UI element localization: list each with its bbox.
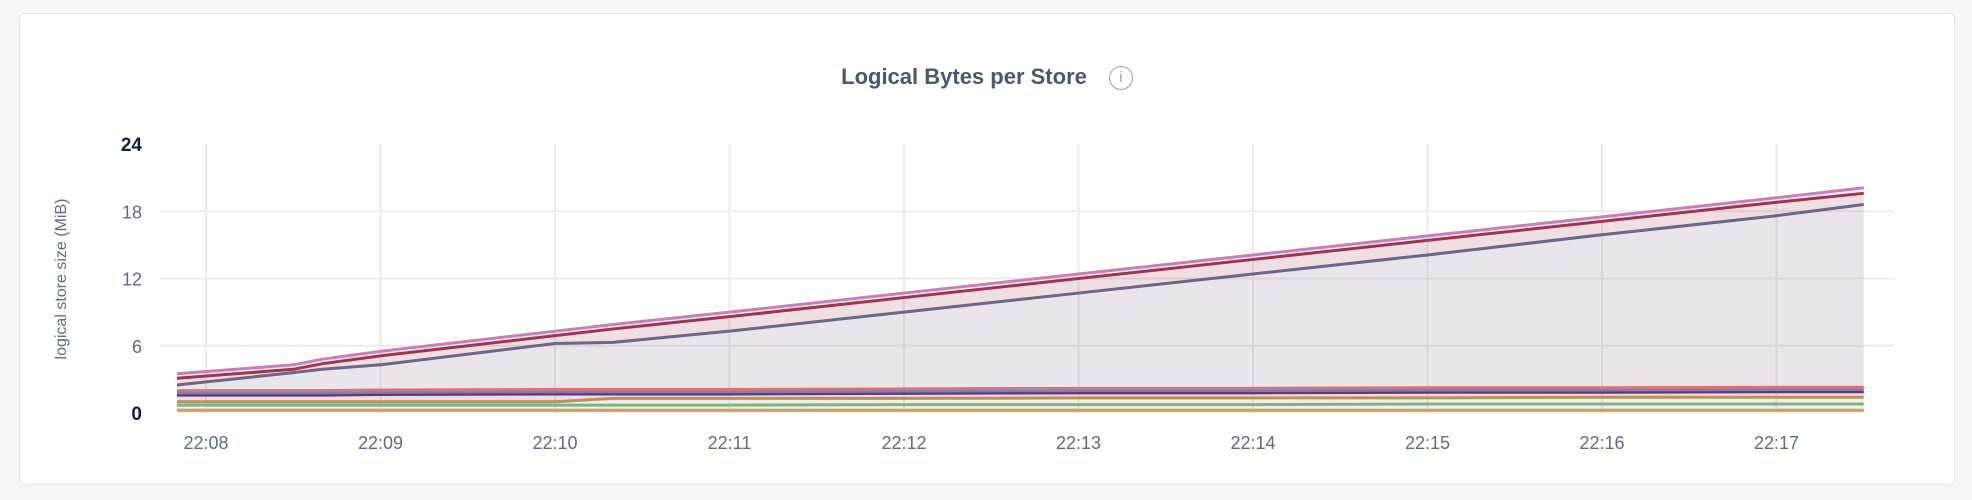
line-series-4 [176,387,1864,395]
line-series-1 [176,402,1864,407]
y-tick-label: 12 [122,270,142,290]
lines [176,186,1864,412]
x-tick-label: 22:13 [1056,433,1101,453]
chart-title: Logical Bytes per Store [841,64,1087,89]
y-tick-label: 24 [121,135,143,156]
line-series-8 [176,186,1864,376]
x-tick-label: 22:10 [532,433,577,453]
info-icon[interactable]: i [1108,66,1133,90]
y-tick-label: 6 [132,337,142,357]
y-tick-label: 0 [131,404,142,425]
line-series-5 [176,385,1864,393]
x-tick-label: 22:11 [708,433,752,453]
x-tick-label: 22:08 [183,433,228,453]
x-tick-label: 22:09 [358,433,403,453]
x-tick-label: 22:15 [1405,433,1450,453]
chart-title-row: Logical Bytes per Store i [20,64,1954,90]
area-series-7 [176,193,1864,385]
line-series-3 [176,390,1864,397]
y-ticks: 0 6 12 18 24 [121,135,143,425]
y-axis-label: logical store size (MiB) [53,199,70,360]
x-tick-label: 22:16 [1579,433,1624,453]
line-series-7 [176,191,1864,380]
x-tick-label: 22:12 [881,433,926,453]
y-tick-label: 18 [122,202,142,222]
line-series-2 [176,395,1864,404]
x-ticks: 22:08 22:09 22:10 22:11 22:12 22:13 22:14 22:15… [183,433,1799,453]
x-tick-label: 22:14 [1230,433,1275,453]
x-tick-label: 22:17 [1754,433,1799,453]
line-series-6 [176,203,1864,387]
